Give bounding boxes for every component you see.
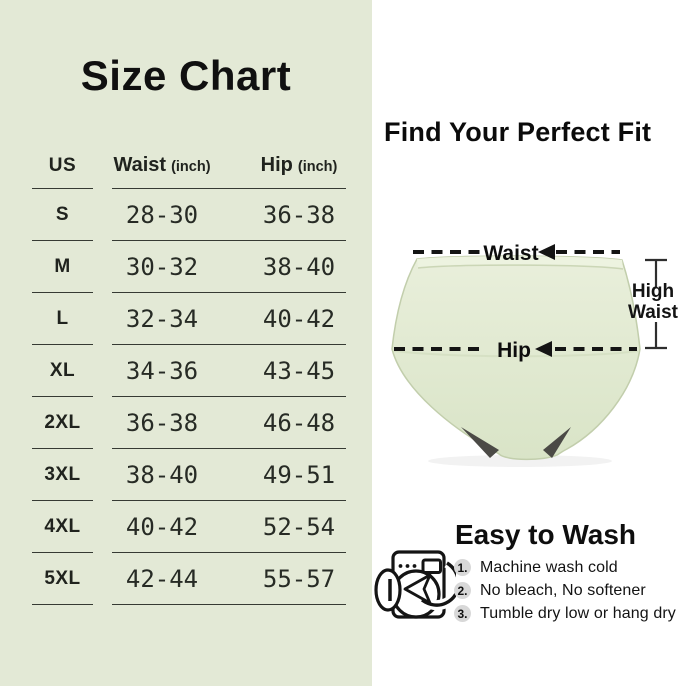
gusset-left bbox=[461, 427, 499, 458]
hip-cell: 49-51 bbox=[262, 460, 336, 489]
hip-crease bbox=[393, 350, 639, 358]
header-waist: Waist (inch) bbox=[112, 154, 212, 177]
hip-cell: 40-42 bbox=[262, 304, 336, 333]
table-row: XL 34-36 43-45 bbox=[32, 345, 346, 397]
list-item: 2. No bleach, No softener bbox=[454, 579, 676, 602]
washing-machine-icon bbox=[374, 550, 456, 619]
step-number-badge: 3. bbox=[454, 605, 471, 622]
header-hip-unit: (inch) bbox=[297, 159, 338, 175]
hip-label: Hip bbox=[497, 339, 531, 362]
waist-cell: 30-32 bbox=[125, 252, 199, 281]
wash-instructions-list: 1. Machine wash cold 2. No bleach, No so… bbox=[454, 556, 676, 625]
hip-cell: 38-40 bbox=[262, 252, 336, 281]
size-cell: 5XL bbox=[32, 553, 93, 605]
table-row: 3XL 38-40 49-51 bbox=[32, 449, 346, 501]
table-row: 4XL 40-42 52-54 bbox=[32, 501, 346, 553]
table-row: L 32-34 40-42 bbox=[32, 293, 346, 345]
step-text: Tumble dry low or hang dry bbox=[480, 604, 676, 622]
step-number-badge: 1. bbox=[454, 559, 471, 576]
hip-cell: 46-48 bbox=[262, 408, 336, 437]
waist-cell: 40-42 bbox=[125, 512, 199, 541]
figure-shadow bbox=[428, 455, 612, 467]
waist-cell: 42-44 bbox=[125, 564, 199, 593]
waistband-seam bbox=[417, 264, 624, 270]
fit-heading: Find Your Perfect Fit bbox=[384, 117, 652, 147]
table-row: 5XL 42-44 55-57 bbox=[32, 553, 346, 605]
size-cell: XL bbox=[32, 345, 93, 397]
header-us: US bbox=[32, 143, 93, 189]
size-cell: 2XL bbox=[32, 397, 93, 449]
size-cell: 3XL bbox=[32, 449, 93, 501]
size-cell: S bbox=[32, 189, 93, 241]
size-cell: L bbox=[32, 293, 93, 345]
underwear-figure: Waist Hip High Waist bbox=[391, 242, 679, 467]
waist-cell: 38-40 bbox=[125, 460, 199, 489]
hip-cell: 52-54 bbox=[262, 512, 336, 541]
table-row: M 30-32 38-40 bbox=[32, 241, 346, 293]
gusset-right bbox=[543, 427, 571, 458]
hip-cell: 36-38 bbox=[262, 200, 336, 229]
waist-cell: 28-30 bbox=[125, 200, 199, 229]
hip-cell: 43-45 bbox=[262, 356, 336, 385]
waist-cell: 36-38 bbox=[125, 408, 199, 437]
table-row: S 28-30 36-38 bbox=[32, 189, 346, 241]
high-waist-label-line1: High bbox=[632, 281, 674, 302]
size-chart-panel: Size Chart US Waist (inch) Hip (inch) S 28… bbox=[0, 0, 372, 686]
table-row: 2XL 36-38 46-48 bbox=[32, 397, 346, 449]
step-text: Machine wash cold bbox=[480, 558, 618, 576]
header-waist-unit: (inch) bbox=[171, 159, 211, 175]
high-waist-bracket bbox=[645, 258, 667, 350]
waist-cell: 34-36 bbox=[125, 356, 199, 385]
size-cell: 4XL bbox=[32, 501, 93, 553]
header-hip: Hip (inch) bbox=[254, 154, 344, 177]
waistband-highlight bbox=[417, 256, 623, 268]
waist-left-arrow-icon bbox=[538, 244, 555, 260]
size-table: US Waist (inch) Hip (inch) S 28-30 36-38 M… bbox=[32, 143, 346, 605]
step-number-badge: 2. bbox=[454, 582, 471, 599]
size-cell: M bbox=[32, 241, 93, 293]
wash-heading: Easy to Wash bbox=[455, 519, 637, 550]
waist-cell: 32-34 bbox=[125, 304, 199, 333]
hip-cell: 55-57 bbox=[262, 564, 336, 593]
waist-label: Waist bbox=[483, 242, 538, 265]
header-waist-label: Waist bbox=[113, 154, 167, 176]
high-waist-label-line2: Waist bbox=[628, 302, 679, 323]
step-text: No bleach, No softener bbox=[480, 581, 646, 599]
hip-left-arrow-icon bbox=[535, 341, 552, 357]
size-chart-title: Size Chart bbox=[80, 52, 292, 99]
size-table-header-row: US Waist (inch) Hip (inch) bbox=[32, 143, 346, 189]
list-item: 3. Tumble dry low or hang dry bbox=[454, 602, 676, 625]
header-hip-label: Hip bbox=[260, 154, 293, 176]
list-item: 1. Machine wash cold bbox=[454, 556, 676, 579]
